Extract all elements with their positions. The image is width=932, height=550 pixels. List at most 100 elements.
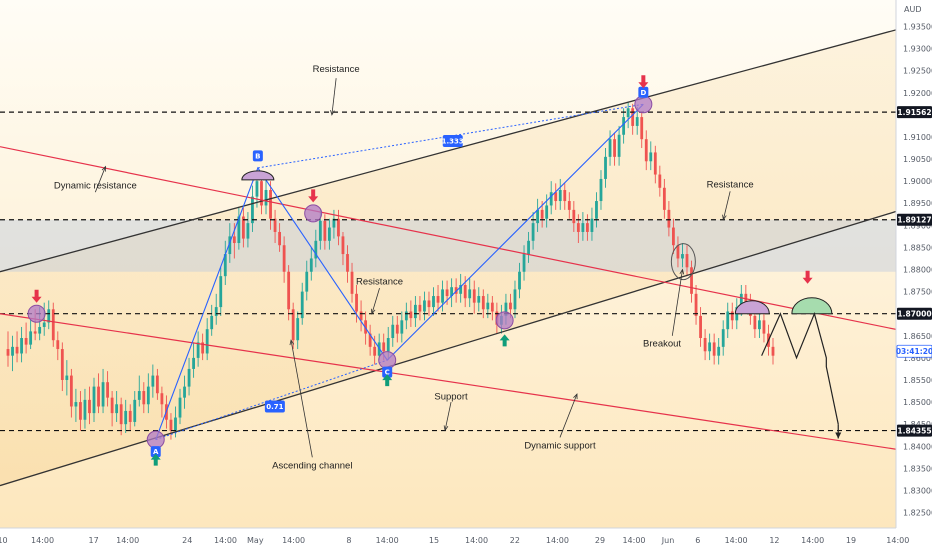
annotation-label: Resistance — [356, 276, 403, 287]
candle-body — [151, 375, 155, 387]
fib-ratio-label: 0.71 — [266, 403, 283, 411]
price-tag-label: 1.87000 — [897, 310, 931, 319]
price-tag — [897, 424, 932, 437]
candle-body — [536, 209, 540, 224]
abcd-point-label: B — [255, 152, 260, 160]
candle-body — [672, 227, 675, 246]
candle-body — [771, 346, 775, 356]
price-tick-label: 1.83500 — [903, 464, 932, 473]
price-tag — [897, 106, 932, 119]
time-tick-label: 29 — [595, 536, 605, 545]
candle-body — [287, 271, 291, 310]
annotation-pointer — [559, 393, 578, 438]
buy-arrow-icon — [150, 453, 161, 466]
time-tick-label: 14:00 — [886, 536, 909, 545]
time-tick-label: 19 — [846, 536, 856, 545]
candle-body — [178, 397, 182, 418]
annotation-label: Ascending channel — [272, 461, 352, 472]
dynamic-resistance-line — [0, 146, 896, 331]
candle-body — [509, 302, 512, 310]
candle-body — [56, 340, 60, 350]
candle-body — [106, 382, 109, 398]
candle-body — [604, 156, 607, 179]
candle-body — [676, 245, 680, 259]
price-axis-background — [896, 0, 932, 550]
projection-arrowhead — [835, 432, 842, 439]
candle-body — [29, 331, 33, 345]
annotation-pointer-head — [370, 308, 376, 315]
candle-body — [644, 139, 648, 162]
candle-body — [513, 289, 517, 310]
candle-body — [264, 189, 268, 206]
candle-body — [346, 254, 349, 272]
candle-body — [617, 134, 621, 157]
price-axis[interactable]: AUD1.935001.930001.925001.920001.915001.… — [895, 0, 932, 550]
candle-body — [273, 218, 277, 232]
price-tick-label: 1.83000 — [903, 486, 932, 495]
candle-body — [373, 346, 377, 356]
candle-body — [327, 227, 331, 241]
candle-body — [282, 245, 286, 272]
projected-top-arc — [791, 297, 833, 315]
time-tick-label: 12 — [769, 536, 779, 545]
candle-body — [409, 311, 413, 319]
candle-body — [717, 346, 721, 356]
candle-body — [708, 342, 712, 352]
plot-area[interactable] — [0, 29, 897, 487]
candle-body — [60, 349, 64, 380]
time-tick-label: 14:00 — [725, 536, 748, 545]
fib-ratio-label: 1.333 — [442, 138, 464, 146]
candle-body — [133, 399, 137, 422]
sell-arrow-icon — [802, 270, 813, 284]
candle-body — [160, 393, 164, 405]
touch-point-circle — [304, 204, 323, 223]
candle-body — [11, 346, 14, 356]
time-axis[interactable]: 10 14:00 17 14:00 24 14:00 May 14:00 8 14:00 15 14:… — [0, 527, 932, 550]
candle-body — [445, 289, 449, 297]
candle-body — [6, 349, 10, 356]
candle-body — [155, 375, 159, 394]
candle-body — [196, 342, 200, 358]
candle-body — [726, 311, 730, 330]
price-tick-label: 1.86500 — [903, 332, 932, 341]
abcd-pattern-line — [155, 103, 644, 440]
candle-body — [318, 220, 322, 241]
candle-body — [223, 254, 227, 277]
candle-body — [477, 296, 481, 303]
time-tick-label: 14:00 — [214, 536, 237, 545]
annotation-pointer — [94, 166, 106, 193]
top-arc — [241, 170, 275, 181]
candle-body — [47, 309, 51, 323]
candle-body — [83, 399, 87, 420]
candle-body — [599, 178, 603, 202]
candle-body — [712, 342, 716, 356]
candle-body — [79, 402, 82, 420]
candle-body — [395, 324, 399, 334]
price-tick-label: 1.89500 — [903, 199, 932, 208]
candle-body — [74, 402, 78, 407]
candle-body — [97, 386, 100, 407]
candle-body — [595, 201, 598, 219]
candle-body — [590, 218, 594, 232]
candle-body — [137, 391, 141, 400]
price-tick-label: 1.85500 — [903, 376, 932, 385]
candle-body — [540, 209, 544, 219]
candle-body — [463, 284, 467, 299]
top-arc — [734, 300, 770, 315]
price-tick-label: 1.87500 — [903, 288, 932, 297]
touch-point-circle — [27, 304, 46, 323]
candle-body — [183, 386, 186, 398]
candle-body — [246, 223, 250, 239]
time-axis-background — [0, 528, 932, 550]
candle-body — [450, 287, 454, 297]
candle-body — [88, 399, 91, 414]
candle-body — [65, 375, 69, 380]
time-tick-label: 24 — [182, 536, 192, 545]
candle-body — [251, 196, 254, 224]
candle-body — [386, 338, 390, 352]
time-tick-label: 8 — [346, 536, 351, 545]
abcd-point-marker — [638, 86, 649, 98]
candle-body — [15, 346, 19, 354]
